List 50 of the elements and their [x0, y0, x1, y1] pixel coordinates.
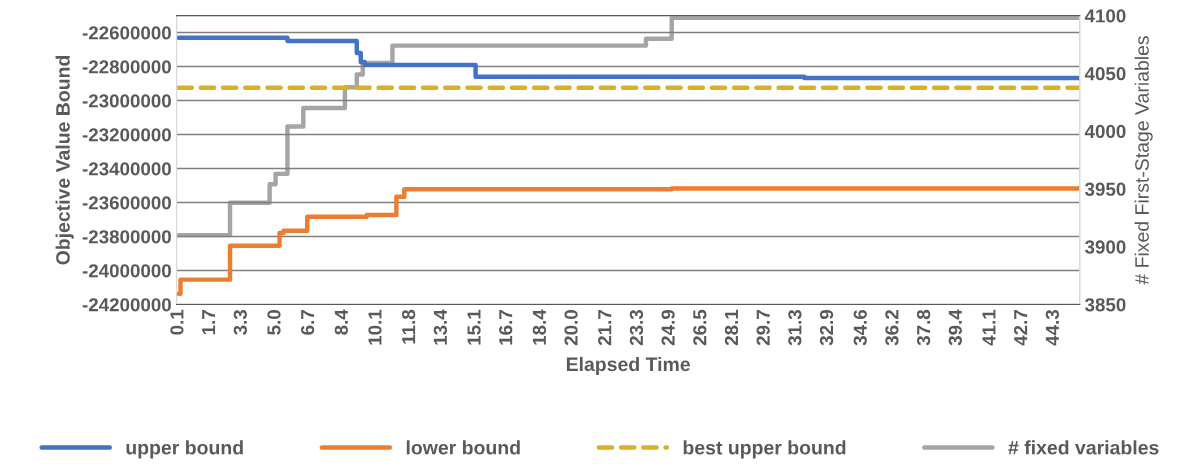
x-tick-label: 39.4: [948, 309, 962, 346]
y2-tick-label: 4050: [1084, 67, 1126, 81]
y-tick-label: -23400000: [82, 162, 171, 176]
x-tick-label: 44.3: [1045, 309, 1060, 346]
y2-tick-label: 3850: [1084, 298, 1126, 312]
x-tick-label: 0.1: [170, 309, 184, 335]
y-tick-label: -23600000: [82, 196, 171, 210]
x-tick-label: 36.2: [885, 310, 899, 346]
x-tick-label: 34.6: [853, 309, 867, 346]
x-tick-label: 8.4: [334, 309, 348, 335]
y2-tick-label: 4000: [1084, 124, 1126, 139]
x-tick-label: 42.7: [1014, 310, 1028, 346]
y-tick-label: -24000000: [82, 264, 171, 278]
x-axis-title: Elapsed Time: [566, 356, 690, 376]
y-axis-title: Objective Value Bound: [55, 55, 74, 265]
x-tick-label: 37.8: [916, 309, 931, 346]
x-tick-label: 13.4: [433, 309, 448, 345]
legend-label: # fixed variables: [1008, 440, 1159, 455]
x-tick-label: 24.9: [661, 309, 675, 346]
x-tick-label: 1.7: [202, 310, 216, 335]
y2-tick-label: 3900: [1084, 240, 1126, 254]
legend-label: upper bound: [126, 440, 243, 459]
y-tick-label: -22600000: [82, 26, 171, 40]
x-tick-label: 31.3: [788, 309, 802, 346]
x-tick-label: 5.0: [267, 310, 281, 335]
x-tick-label: 18.4: [532, 309, 547, 345]
x-tick-label: 20.0: [564, 310, 578, 346]
legend-label: best upper bound: [683, 440, 846, 459]
x-tick-label: 16.7: [499, 310, 513, 345]
y-tick-label: -24200000: [82, 298, 171, 312]
y-tick-label: -23200000: [82, 128, 171, 142]
x-tick-label: 26.5: [693, 309, 707, 346]
x-tick-label: 41.1: [982, 309, 996, 346]
x-tick-label: 32.9: [819, 309, 834, 346]
x-tick-label: 3.3: [233, 309, 247, 335]
x-tick-label: 15.1: [467, 309, 481, 345]
x-tick-label: 6.7: [301, 310, 315, 335]
y2-tick-label: 4100: [1084, 9, 1126, 23]
y-tick-label: -22800000: [82, 60, 171, 74]
x-tick-label: 10.1: [368, 309, 382, 345]
x-tick-label: 21.7: [598, 310, 612, 346]
y2-axis-title: # Fixed First-Stage Variables: [1134, 36, 1153, 285]
x-tick-label: 11.8: [402, 309, 416, 344]
x-tick-label: 23.3: [629, 309, 644, 346]
x-tick-label: 28.1: [724, 309, 739, 346]
y2-tick-label: 3950: [1084, 182, 1126, 196]
y-tick-label: -23000000: [82, 94, 171, 108]
legend-label: lower bound: [406, 440, 520, 455]
y-tick-label: -23800000: [82, 230, 171, 244]
x-tick-label: 29.7: [756, 310, 770, 346]
